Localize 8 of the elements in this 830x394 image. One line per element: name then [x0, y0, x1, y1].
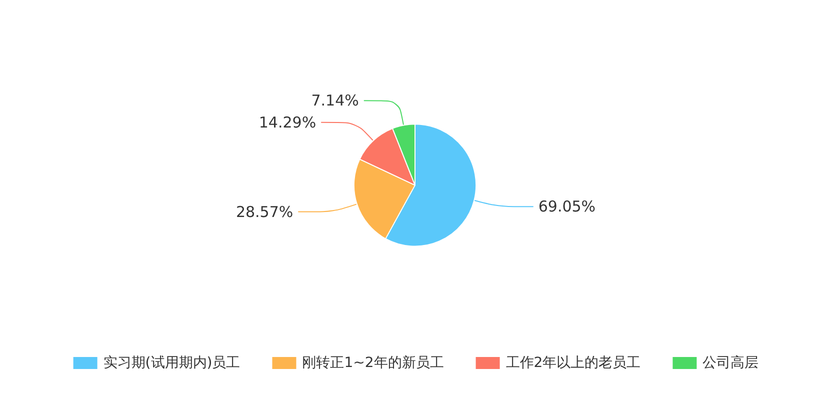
legend-label: 工作2年以上的老员工 — [506, 355, 641, 371]
legend-label: 刚转正1~2年的新员工 — [302, 355, 444, 371]
data-label: 69.05% — [538, 198, 596, 216]
legend-label: 公司高层 — [702, 355, 759, 371]
data-label: 7.14% — [311, 92, 359, 110]
legend-label: 实习期(试用期内)员工 — [103, 355, 240, 371]
data-label: 28.57% — [236, 202, 294, 221]
data-label: 14.29% — [258, 113, 316, 132]
